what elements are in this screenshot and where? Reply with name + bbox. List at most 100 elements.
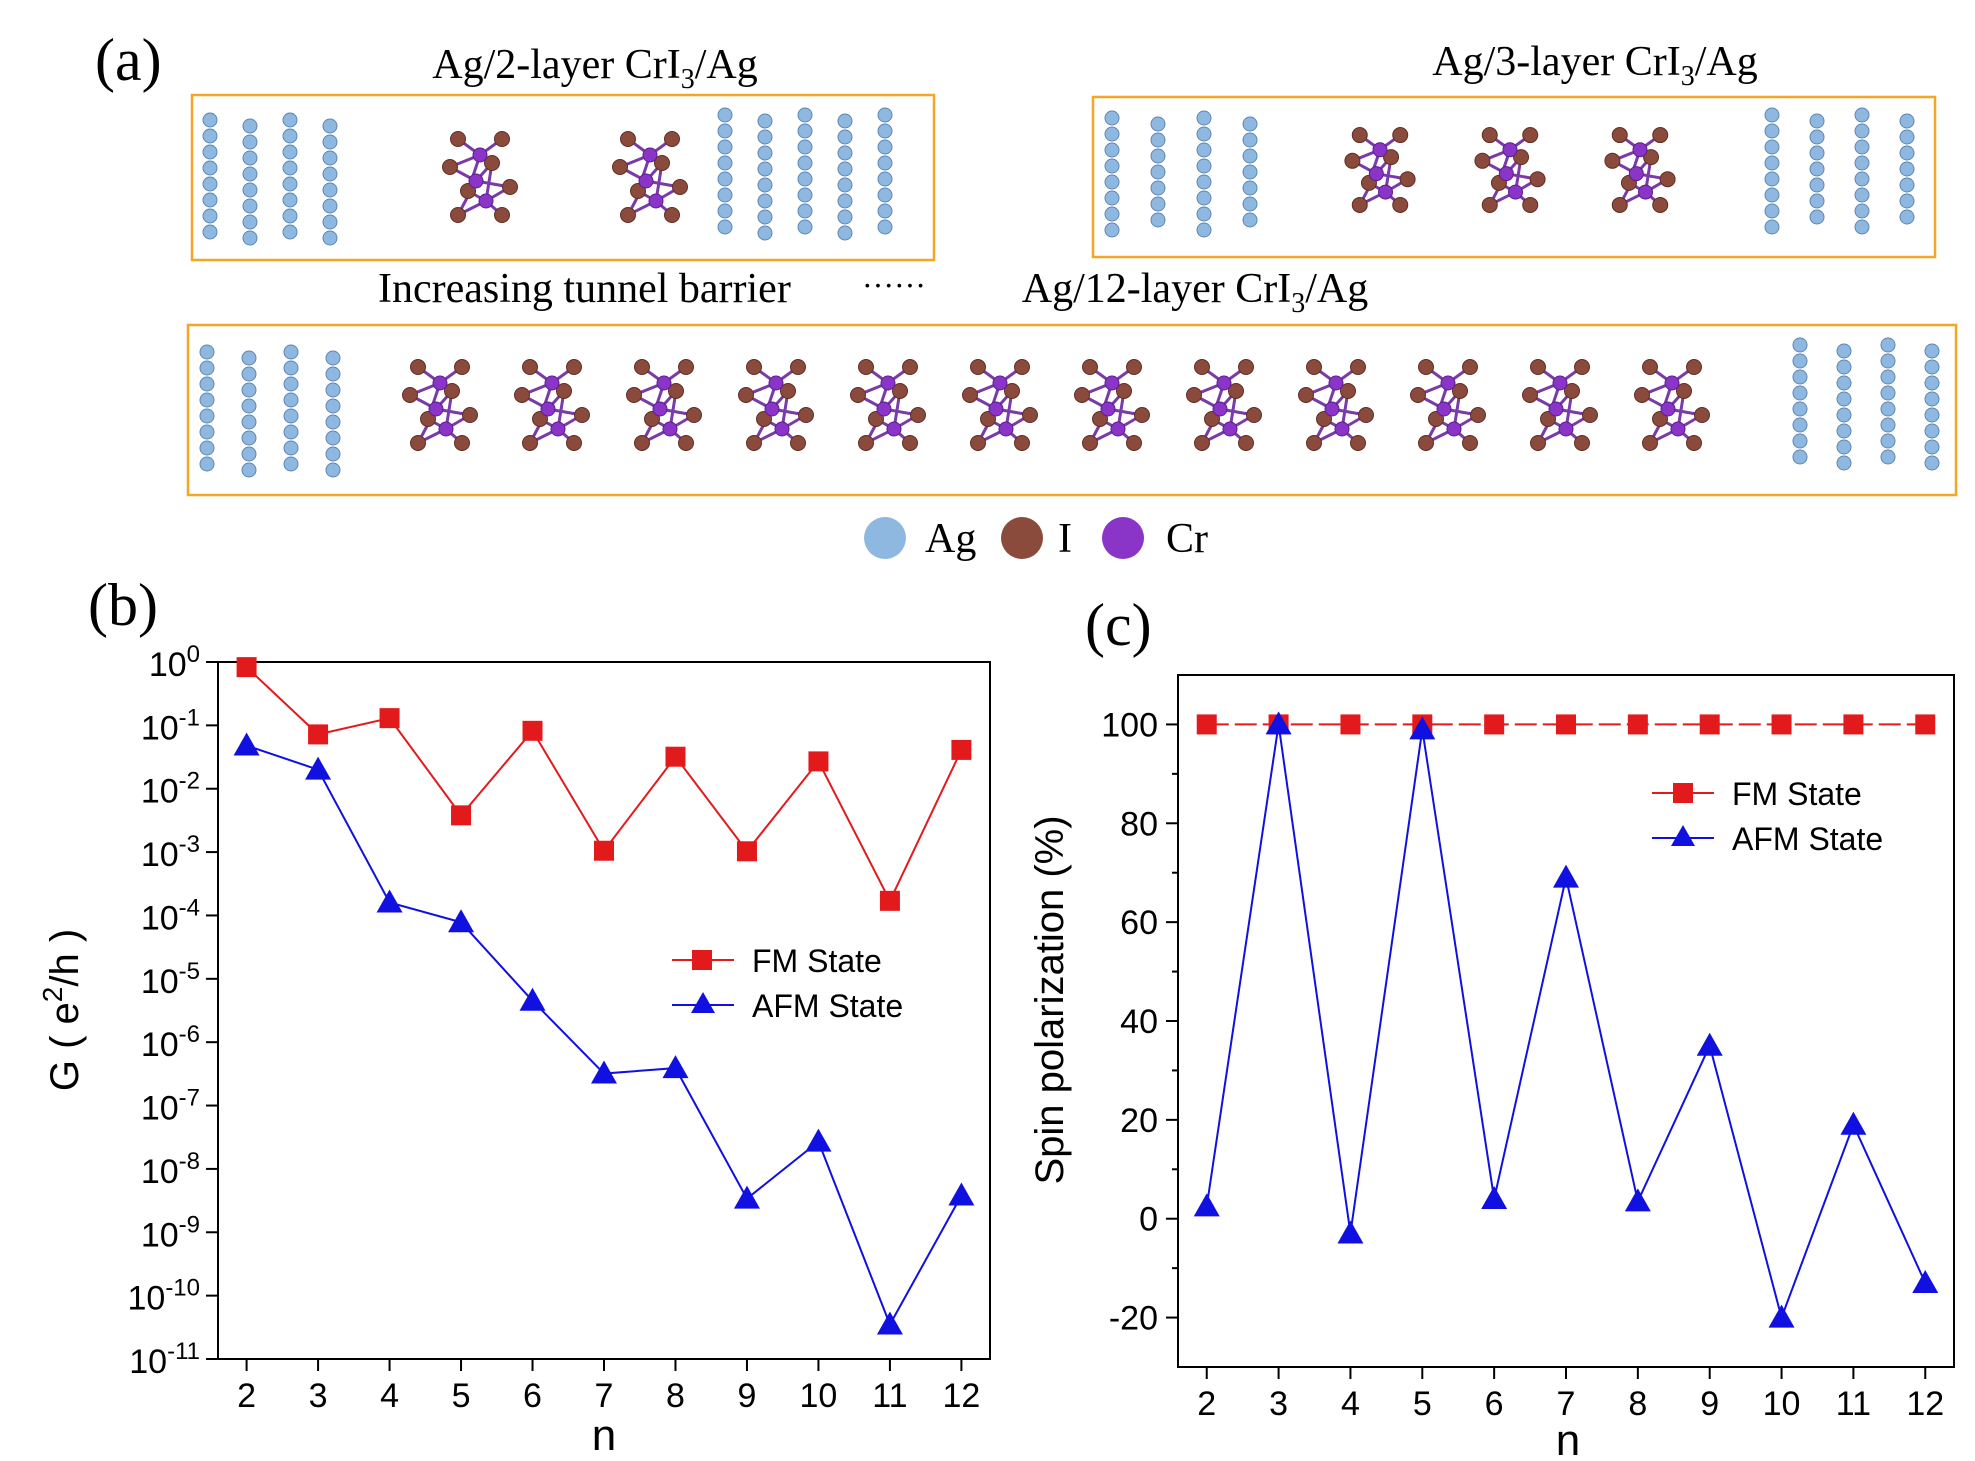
chart-b-point-fm — [665, 746, 686, 767]
ag-atom — [241, 366, 257, 382]
ag-atom — [283, 440, 299, 456]
ag-atom — [757, 177, 773, 193]
ag-atom — [797, 155, 813, 171]
i-atom — [1652, 196, 1669, 213]
i-atom — [1452, 383, 1468, 399]
panel-b: (b) 10010-110-210-310-410-510-610-710-81… — [37, 572, 991, 1460]
ag-atom — [1242, 196, 1258, 212]
cr-atom — [998, 421, 1014, 437]
i-atom — [626, 387, 642, 403]
ag-atom — [1924, 359, 1940, 375]
ag-atom — [1150, 132, 1166, 148]
ag-atom — [242, 198, 258, 214]
chart-c-xtick-label: 7 — [1557, 1385, 1576, 1423]
ag-atom — [1150, 212, 1166, 228]
i-atom — [1306, 359, 1322, 375]
ag-atom — [202, 224, 218, 240]
i-atom — [780, 383, 796, 399]
chart-c-xtick-label: 8 — [1628, 1385, 1647, 1423]
chart-b-ytick-label: 10-10 — [127, 1275, 200, 1318]
ag-atom — [325, 446, 341, 462]
ag-atom — [1854, 187, 1870, 203]
i-atom — [1481, 196, 1498, 213]
i-atom — [738, 387, 754, 403]
ag-atom — [1880, 417, 1896, 433]
ag-atom — [202, 112, 218, 128]
cr-atom — [768, 375, 784, 391]
ag-atom — [1899, 177, 1915, 193]
i-atom — [450, 131, 466, 147]
i-atom — [1340, 383, 1356, 399]
i-atom — [644, 411, 660, 427]
ag-atom — [202, 192, 218, 208]
chart-b-xtick-label: 9 — [738, 1377, 757, 1415]
i-atom — [1126, 435, 1142, 451]
ag-atom — [325, 462, 341, 478]
chart-b-xlabel: n — [592, 1411, 616, 1460]
cr-atom — [648, 193, 664, 209]
cr-atom — [886, 421, 902, 437]
chart-b-legend-fm-marker — [692, 950, 712, 970]
ag-atom — [1854, 107, 1870, 123]
ag-atom — [1924, 407, 1940, 423]
ag-atom — [1764, 107, 1780, 123]
chart-b-ytick-label: 10-7 — [141, 1085, 200, 1128]
i-atom — [1611, 196, 1628, 213]
chart-b-point-afm — [305, 756, 332, 780]
i-atom — [634, 435, 650, 451]
i-atom — [1676, 383, 1692, 399]
ag-atom — [242, 230, 258, 246]
ag-atom — [1836, 423, 1852, 439]
panel-c: (c) -20 0 20 40 60 80 100 2 3 4 5 6 7 8 9 10 11 12 n Spin… — [1028, 592, 1955, 1461]
ag-atom — [199, 440, 215, 456]
ag-atom — [757, 145, 773, 161]
ag-atom — [202, 176, 218, 192]
ag-atom — [1809, 161, 1825, 177]
ag-atom — [1764, 139, 1780, 155]
cr-atom — [1436, 401, 1452, 417]
ag-atom — [1196, 206, 1212, 222]
i-atom — [962, 387, 978, 403]
ag-atom — [1809, 193, 1825, 209]
ag-atom — [1150, 164, 1166, 180]
i-atom — [1694, 407, 1710, 423]
ag-atom — [1764, 123, 1780, 139]
ag-atom — [1899, 129, 1915, 145]
i-atom — [858, 435, 874, 451]
ag-atom — [241, 446, 257, 462]
chart-b-point-afm — [591, 1060, 617, 1084]
chart-c-point-afm — [1409, 716, 1436, 740]
chart-c-ytick-label: 100 — [1101, 706, 1158, 744]
chart-b-legend-afm-marker — [691, 992, 715, 1013]
ag-atom — [1899, 145, 1915, 161]
ag-atom — [199, 360, 215, 376]
atom-legend-ag-icon — [864, 517, 906, 559]
ag-atom — [1242, 116, 1258, 132]
ag-atom — [1880, 433, 1896, 449]
ag-atom — [283, 344, 299, 360]
cr-atom — [1446, 421, 1462, 437]
ag-atom — [1196, 174, 1212, 190]
chart-c-point-afm — [1768, 1304, 1795, 1328]
cr-atom — [1670, 421, 1686, 437]
i-atom — [556, 383, 572, 399]
cr-atom — [988, 401, 1004, 417]
i-atom — [454, 435, 470, 451]
chart-b-ytick-label: 10-4 — [141, 894, 200, 937]
ag-atom — [797, 187, 813, 203]
chart-b-xtick-label: 7 — [595, 1377, 614, 1415]
i-atom — [1481, 127, 1498, 144]
chart-c-ytick-label: 0 — [1139, 1201, 1158, 1239]
ag-atom — [837, 193, 853, 209]
i-atom — [1582, 407, 1598, 423]
ag-atom — [325, 350, 341, 366]
ag-atom — [717, 107, 733, 123]
ag-atom — [797, 139, 813, 155]
chart-b-point-afm — [662, 1055, 689, 1079]
ag-atom — [757, 113, 773, 129]
ag-atom — [837, 177, 853, 193]
ag-atom — [1764, 171, 1780, 187]
ag-atom — [797, 171, 813, 187]
chart-c-legend: FM State AFM State — [1652, 776, 1883, 857]
